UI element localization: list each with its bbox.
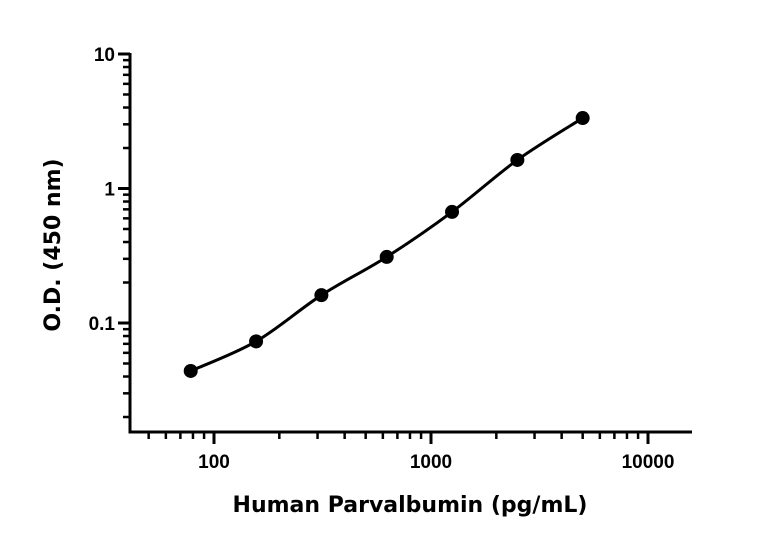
data-point [445,204,460,219]
data-point [379,249,394,264]
data-point [314,288,329,303]
y-axis [118,52,132,434]
y-tick-labels: 0.1 1 10 [89,45,116,335]
data-point [249,334,264,349]
data-point [575,111,590,126]
y-axis-title: O.D. (450 nm) [41,158,66,331]
x-tick-label: 10000 [622,452,675,473]
data-points [183,111,590,378]
y-tick-label: 10 [94,45,115,66]
x-axis [128,430,692,444]
y-tick-label: 1 [104,180,115,201]
x-tick-label: 100 [198,452,230,473]
x-tick-label: 1000 [410,452,452,473]
y-tick-label: 0.1 [89,314,116,335]
x-tick-labels: 100 1000 10000 [198,452,674,473]
x-axis-title: Human Parvalbumin (pg/mL) [233,493,588,518]
data-point [183,363,198,378]
fit-curve [190,116,584,373]
data-point [510,152,525,167]
